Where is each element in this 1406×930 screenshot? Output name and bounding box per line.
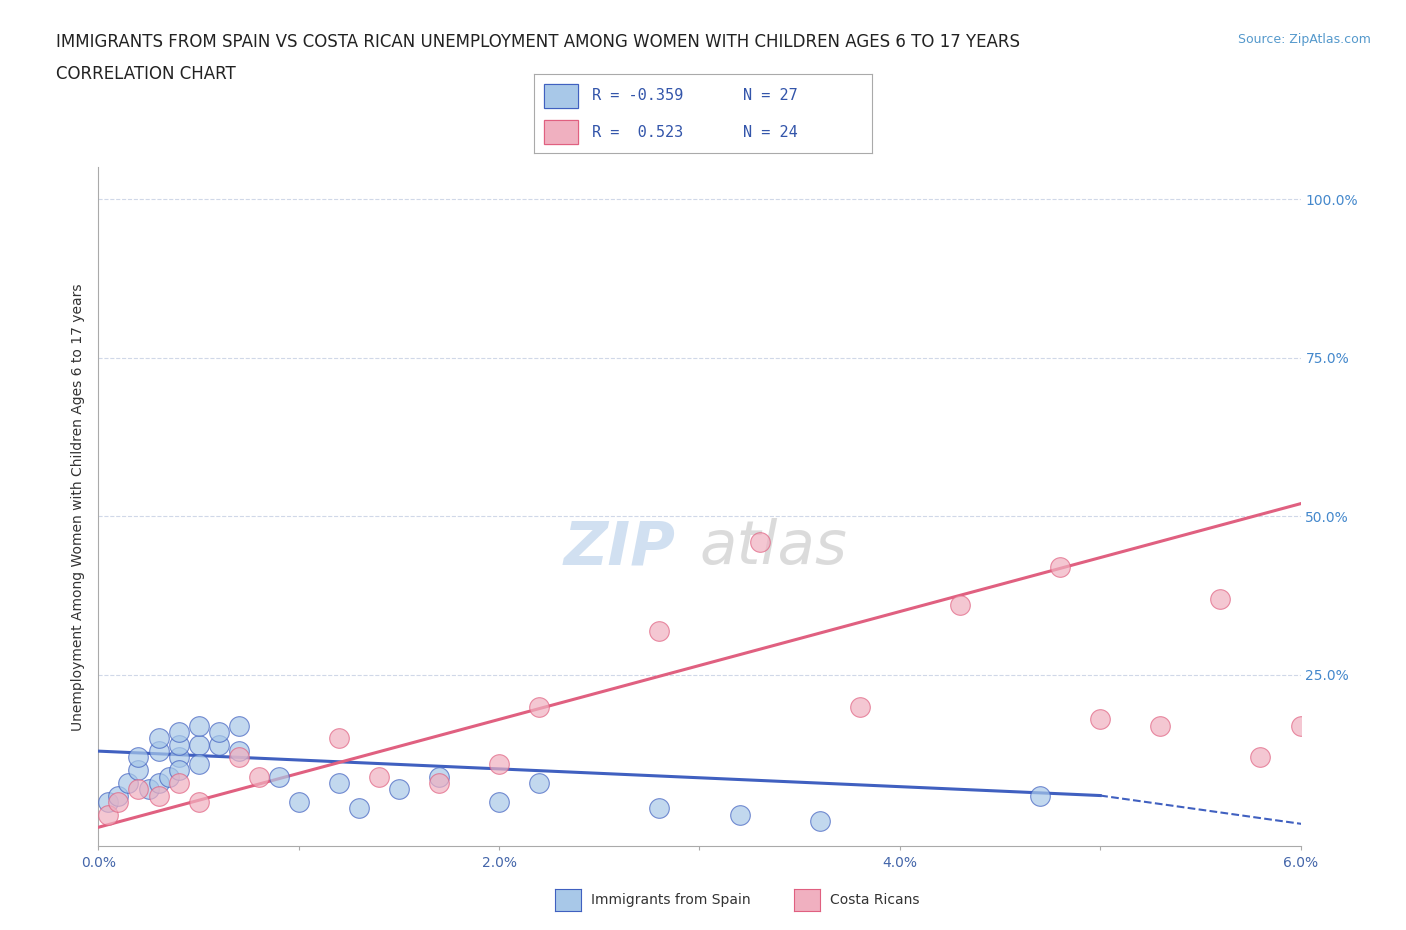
Point [328,776,350,790]
Point [208,724,231,739]
Point [488,794,510,809]
Point [1330,223,1353,238]
Point [148,788,170,803]
Point [128,763,150,777]
Point [167,737,190,752]
Point [529,776,551,790]
Point [228,750,250,764]
Point [148,731,170,746]
Y-axis label: Unemployment Among Women with Children Ages 6 to 17 years: Unemployment Among Women with Children A… [72,283,86,731]
Point [228,744,250,759]
Point [808,814,831,829]
Bar [544,120,578,144]
Point [949,598,972,613]
Point [187,794,209,809]
Point [167,750,190,764]
Point [1149,718,1171,733]
Point [529,699,551,714]
Point [288,794,311,809]
Point [849,699,872,714]
Point [228,718,250,733]
Point [427,776,450,790]
Point [748,535,770,550]
Text: R = -0.359: R = -0.359 [592,88,683,103]
Point [1029,788,1052,803]
Point [148,776,170,790]
Text: CORRELATION CHART: CORRELATION CHART [56,65,236,83]
Point [328,731,350,746]
Text: Costa Ricans: Costa Ricans [830,893,920,908]
Text: N = 27: N = 27 [744,88,799,103]
Point [167,763,190,777]
Text: N = 24: N = 24 [744,125,799,140]
Point [1289,718,1312,733]
Point [187,718,209,733]
Text: Source: ZipAtlas.com: Source: ZipAtlas.com [1237,33,1371,46]
Point [107,794,129,809]
Bar [544,84,578,108]
Point [1250,750,1272,764]
Point [347,801,370,816]
Point [157,769,180,784]
Point [167,724,190,739]
Point [488,756,510,771]
Bar [544,84,578,108]
Point [97,794,120,809]
Point [648,801,671,816]
Point [1049,560,1071,575]
Point [368,769,391,784]
Point [117,776,139,790]
Point [107,788,129,803]
Point [128,750,150,764]
Text: ZIP: ZIP [564,518,675,578]
Text: IMMIGRANTS FROM SPAIN VS COSTA RICAN UNEMPLOYMENT AMONG WOMEN WITH CHILDREN AGES: IMMIGRANTS FROM SPAIN VS COSTA RICAN UNE… [56,33,1021,50]
Point [128,782,150,797]
Point [728,807,751,822]
Point [1209,591,1232,606]
Point [1090,712,1112,727]
Point [208,737,231,752]
Point [267,769,290,784]
Point [187,737,209,752]
Text: atlas: atlas [700,518,848,578]
Point [187,756,209,771]
Point [388,782,411,797]
Bar [544,120,578,144]
Point [97,807,120,822]
Point [247,769,270,784]
Text: R =  0.523: R = 0.523 [592,125,683,140]
Point [648,623,671,638]
Point [427,769,450,784]
Point [138,782,160,797]
Text: Immigrants from Spain: Immigrants from Spain [591,893,751,908]
Point [148,744,170,759]
Point [167,776,190,790]
